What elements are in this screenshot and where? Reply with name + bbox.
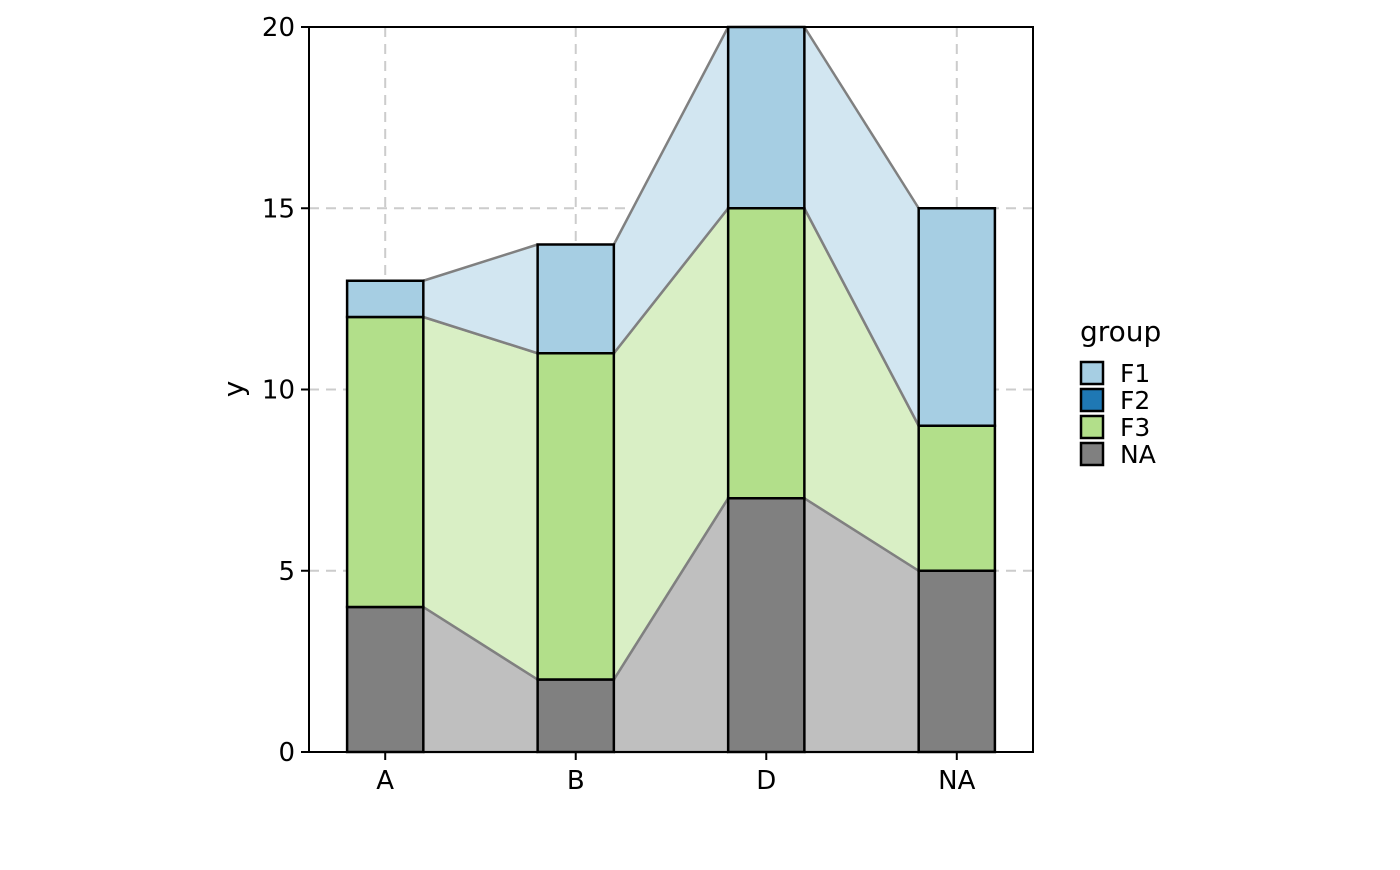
bar-segment-na — [536, 678, 616, 754]
legend-title: group — [1080, 315, 1161, 348]
flow-edge — [612, 207, 730, 355]
y-axis-title: y — [217, 381, 250, 398]
flow-f3 — [804, 208, 919, 571]
x-tick-label: NA — [938, 766, 975, 796]
flow-f3 — [613, 208, 729, 680]
x-tick-label: A — [376, 766, 394, 796]
bar-segment-f3 — [345, 315, 425, 609]
legend-key-na — [1079, 441, 1105, 467]
x-tick-label: B — [567, 766, 585, 796]
legend-label-f2: F2 — [1120, 386, 1150, 415]
flow-edge — [422, 605, 539, 681]
bar-layer — [345, 25, 997, 754]
y-tick-label: 5 — [278, 557, 295, 587]
flow-f1 — [613, 27, 729, 354]
legend-label-f3: F3 — [1120, 413, 1150, 442]
y-tick-label: 15 — [262, 194, 295, 224]
bar-segment-f1 — [917, 207, 997, 427]
flow-f3 — [423, 317, 538, 680]
bar-segment-na — [726, 497, 806, 754]
flow-na — [804, 498, 919, 752]
bar-segment-na — [345, 605, 425, 754]
y-tick-label: 20 — [262, 13, 295, 43]
x-tick-label: D — [756, 766, 776, 796]
flow-na — [613, 498, 729, 752]
bar-segment-f3 — [536, 352, 616, 681]
axis-layer: 0 5 10 15 20 A B D NA — [262, 13, 976, 796]
legend-label-na: NA — [1120, 440, 1156, 469]
flow-edge — [422, 243, 539, 282]
bar-segment-f1 — [536, 243, 616, 355]
flow-edge — [612, 26, 730, 246]
bar-segment-f3 — [726, 207, 806, 500]
y-tick-label: 0 — [278, 738, 295, 768]
bar-segment-f1 — [345, 279, 425, 319]
flow-edge — [803, 26, 920, 209]
legend-label-f1: F1 — [1120, 359, 1150, 388]
flow-layer — [422, 26, 920, 754]
y-tick-label: 10 — [262, 376, 295, 406]
flow-edge — [612, 497, 730, 681]
flow-f1 — [804, 27, 919, 426]
flow-na — [423, 607, 538, 752]
bar-segment-f3 — [917, 424, 997, 572]
bar-segment-f1 — [726, 25, 806, 210]
flow-edge — [803, 207, 920, 427]
flow-edge — [422, 315, 539, 355]
bar-segment-na — [917, 569, 997, 754]
legend-key-f3 — [1079, 414, 1105, 440]
legend-key-f2 — [1079, 387, 1105, 413]
legend-key-f1 — [1079, 360, 1105, 386]
flow-edge — [803, 497, 920, 572]
